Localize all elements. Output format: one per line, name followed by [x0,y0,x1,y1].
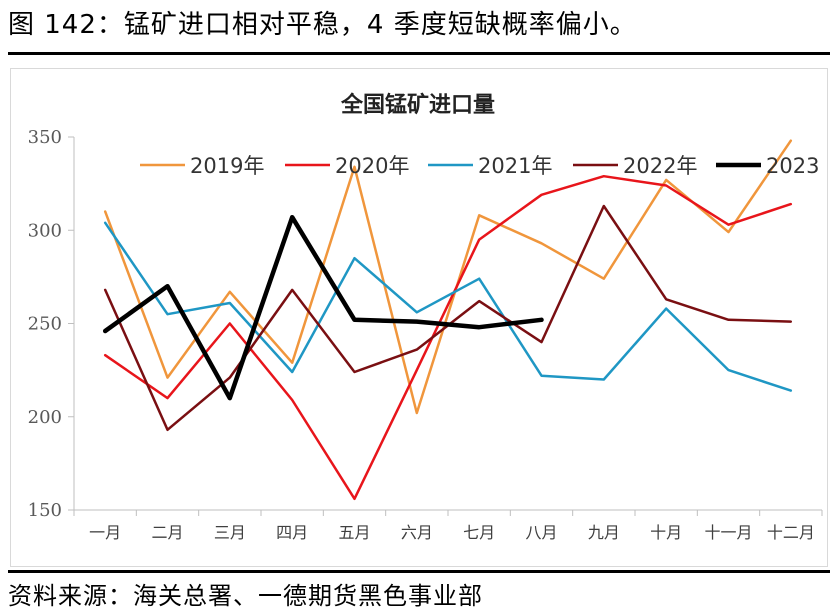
bottom-divider [8,570,830,573]
series-line-2019 [103,139,793,415]
series-line-2023 [102,214,544,401]
series-layer [102,139,793,501]
x-tick-label: 三月 [214,523,246,542]
legend: 2019年 2020年 2021年 2022年 2023 [140,154,819,178]
top-divider [8,52,830,55]
y-tick-label: 200 [28,407,62,428]
axes: 150 200 250 300 350 一月 二月 三月 四月 五月 六月 七月 八月 九月 十月 十一月 十二… [28,127,823,542]
x-tick-label: 七月 [463,523,495,542]
chart-frame [10,68,828,567]
y-tick-label: 150 [28,500,62,521]
x-tick-label: 十一月 [704,523,752,542]
x-tick-label: 一月 [89,523,121,542]
x-tick-label: 二月 [151,523,183,542]
x-tick-label: 四月 [276,523,308,542]
legend-label: 2022年 [623,154,697,178]
x-tick-label: 十月 [650,523,682,542]
x-tick-label: 十二月 [767,523,815,542]
source-note: 资料来源：海关总署、一德期货黑色事业部 [8,582,483,610]
x-tick-label: 九月 [588,523,620,542]
y-tick-label: 300 [28,220,62,241]
legend-label: 2023 [766,154,819,178]
series-line-2021 [103,221,793,392]
x-tick-label: 六月 [401,523,433,542]
legend-label: 2020年 [335,154,409,178]
x-tick-label: 五月 [338,523,370,542]
y-tick-label: 250 [28,314,62,335]
chart-title: 全国锰矿进口量 [340,92,495,118]
figure-title: 图 142：锰矿进口相对平稳，4 季度短缺概率偏小。 [8,10,637,40]
legend-label: 2021年 [478,154,552,178]
series-line-2020 [103,174,793,501]
legend-label: 2019年 [190,154,264,178]
y-tick-label: 350 [28,127,62,148]
x-tick-label: 八月 [525,523,557,542]
